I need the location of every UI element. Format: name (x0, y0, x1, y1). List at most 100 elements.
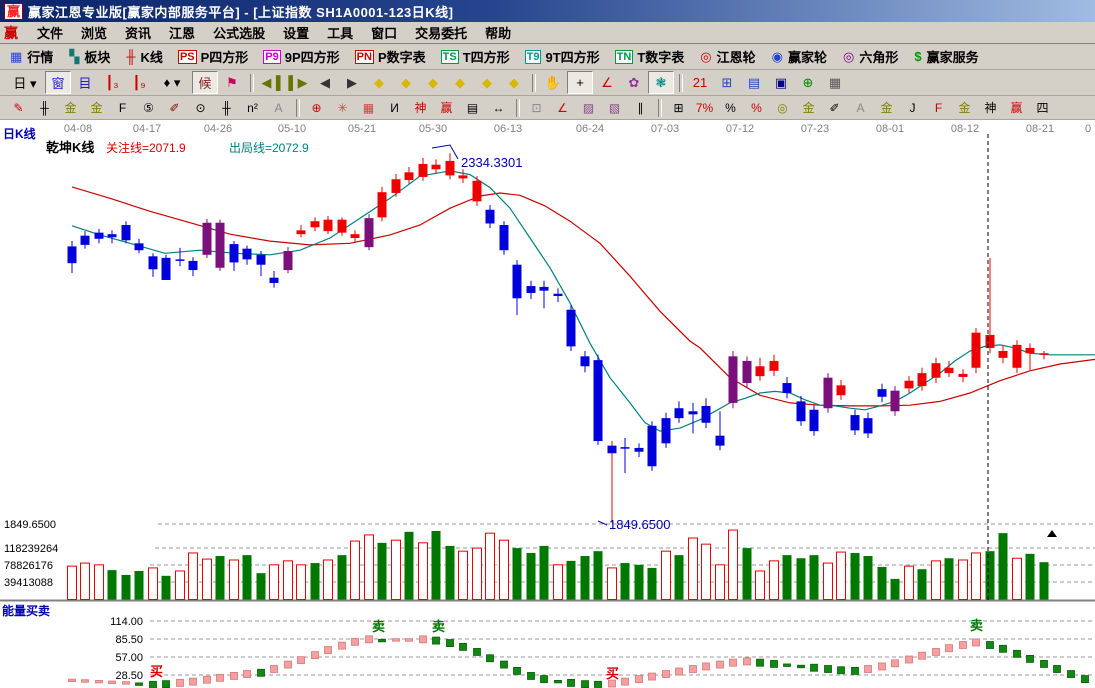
tool-fib-lines-icon[interactable]: F (118, 100, 127, 115)
tool-shen-angle-icon[interactable]: 神 (984, 101, 997, 115)
tool-diamond-expand-icon[interactable]: ◆ (509, 74, 519, 90)
tool-next-bar-icon[interactable]: ▶ (347, 74, 357, 90)
tool-parallel-lines-icon[interactable]: ∥ (637, 100, 644, 115)
tool-petal-tool-icon[interactable]: ✿ (628, 74, 640, 90)
tool-four-angle-icon[interactable]: 四 (1036, 101, 1049, 115)
tool-info-panel-icon[interactable]: 目 (78, 76, 92, 91)
kline-label: K线 (140, 50, 163, 65)
tool-chart-3-icon[interactable]: ┃₃ (105, 74, 119, 90)
tool-zigzag-icon[interactable]: И (390, 100, 399, 115)
tool-diamond-star-icon[interactable]: ◆ (482, 74, 492, 90)
tool-shen-lines-icon[interactable]: 神 (414, 101, 427, 115)
tool-period-day-dropdown-icon[interactable]: 日 ▾ (13, 76, 37, 91)
menu-item-交易委托[interactable]: 交易委托 (415, 26, 468, 41)
tool-gold-circle-icon[interactable]: ◎ (777, 100, 788, 115)
kline-chart[interactable]: 04-08 04-17 04-26 05-10 05-21 05-30 06-13 06-24… (0, 121, 1095, 688)
toolbar-button-winner-wheel[interactable]: ◉ 赢家轮 (768, 45, 830, 68)
tool-chart-9-icon[interactable]: ┃₉ (132, 74, 146, 90)
tool-gold-angle-icon[interactable]: 金 (802, 101, 815, 115)
tool-calendar-icon[interactable]: 21 (692, 75, 708, 90)
tool-diamond-h-icon[interactable]: ◆ (428, 74, 438, 90)
tool-diamond-left-icon[interactable]: ◆ (374, 74, 384, 90)
tool-prev-bar-icon[interactable]: ◀ (320, 74, 330, 90)
tool-f-angle-icon[interactable]: F (934, 100, 943, 115)
tool-gann-compass-icon[interactable]: ⊕ (311, 100, 322, 115)
tool-percent-icon[interactable]: % (725, 100, 736, 115)
tool-hatch-box-icon[interactable]: ▨ (582, 100, 595, 115)
tool-star-rays-icon[interactable]: ✳ (337, 100, 348, 115)
tool-world-clock-icon[interactable]: ⊕ (802, 74, 814, 90)
tool-hatch-box-2-icon[interactable]: ▧ (608, 100, 621, 115)
sectors-label: 板块 (84, 50, 111, 65)
tool-save-icon[interactable]: ▣ (774, 74, 788, 90)
tool-last-bar-icon[interactable]: ▌▶ (288, 74, 308, 90)
tool-gold-angle-2-icon[interactable]: 金 (880, 101, 893, 115)
tool-gold-lines-1-icon[interactable]: 金 (64, 101, 77, 115)
toolbar-button-sectors[interactable]: ▚ 板块 (65, 45, 113, 68)
candle-body (283, 250, 293, 271)
tool-win-lines-icon[interactable]: 赢 (440, 101, 453, 115)
tool-grid-calc-icon[interactable]: ⊞ (673, 100, 684, 115)
menu-item-江恩[interactable]: 江恩 (169, 26, 196, 41)
tool-j-angle-icon[interactable]: J (909, 100, 916, 115)
toolbar-button-winner-service[interactable]: $ 赢家服务 (910, 45, 981, 68)
menu-item-帮助[interactable]: 帮助 (485, 26, 512, 41)
tool-square-numbers-icon[interactable]: n² (247, 100, 258, 115)
toolbar-button-p-number-table[interactable]: PN P数字表 (352, 45, 429, 68)
menu-item-资讯[interactable]: 资讯 (125, 26, 152, 41)
tool-percent-red-icon[interactable]: % (751, 100, 762, 115)
tool-gold-lines-2-icon[interactable]: 金 (90, 101, 103, 115)
tool-h-measure-icon[interactable]: ↔ (492, 100, 505, 115)
tool-diamond-right-icon[interactable]: ◆ (401, 74, 411, 90)
tool-qiankun-kline-icon[interactable]: 候 (192, 71, 218, 94)
tool-pan-hand-icon[interactable]: ✋ (544, 74, 562, 90)
menu-item-公式选股[interactable]: 公式选股 (213, 26, 266, 41)
volume-bar (80, 562, 90, 601)
toolbar-button-quotes[interactable]: ▦ 行情 (6, 45, 56, 68)
tool-grid-lines-icon[interactable]: ╫ (40, 100, 49, 115)
toolbar-button-9t-square[interactable]: T9 9T四方形 (522, 45, 603, 68)
candle-body (796, 401, 806, 422)
indicator-bar (864, 665, 872, 673)
tool-ruler-grid-icon[interactable]: ▤ (466, 100, 479, 115)
volume-bar (229, 559, 239, 601)
tool-diamond-cross-icon[interactable]: ◆ (455, 74, 465, 90)
tool-angle-measure-icon[interactable]: ∠ (601, 74, 613, 90)
tool-draw-pen-2-icon[interactable]: ✐ (169, 100, 180, 115)
tool-cycle-circle-icon[interactable]: ⊙ (195, 100, 206, 115)
tool-notes-icon[interactable]: ▤ (747, 74, 761, 90)
menu-item-工具[interactable]: 工具 (327, 26, 354, 41)
toolbar-button-p-square[interactable]: PS P四方形 (175, 45, 251, 68)
toolbar-button-gann-wheel[interactable]: ◎ 江恩轮 (696, 45, 758, 68)
tool-red-grid-icon[interactable]: ▦ (362, 100, 375, 115)
toolbar-button-kline[interactable]: ╫ K线 (122, 45, 166, 68)
menu-item-设置[interactable]: 设置 (283, 26, 310, 41)
tool-crosshair-icon[interactable]: + (567, 71, 593, 94)
toolbar-button-hexagon[interactable]: ◎ 六角形 (839, 45, 901, 68)
toolbar-button-9p-square[interactable]: P9 9P四方形 (260, 45, 342, 68)
tool-calculator-icon[interactable]: ⊞ (721, 74, 733, 90)
tool-pen-angle-icon[interactable]: ✐ (829, 100, 840, 115)
tool-percent-7-icon[interactable]: 7% (695, 100, 714, 115)
menu-item-文件[interactable]: 文件 (37, 26, 64, 41)
tool-angle-fan-icon[interactable]: A (274, 100, 283, 115)
winner-wheel-icon: ◉ (771, 48, 783, 64)
toolbar-button-t-number-table[interactable]: TN T数字表 (612, 45, 688, 68)
tool-draw-pen-icon[interactable]: ✎ (13, 100, 24, 115)
tool-flag-chart-icon[interactable]: ⚑ (226, 74, 238, 90)
tool-five-lines-icon[interactable]: ⑤ (143, 100, 154, 115)
menu-item-浏览[interactable]: 浏览 (81, 26, 108, 41)
tool-win-angle-icon[interactable]: 赢 (1010, 101, 1023, 115)
toolbar-button-t-square[interactable]: TS T四方形 (438, 45, 513, 68)
tool-candle-style-dropdown-icon[interactable]: ♦ ▾ (163, 74, 181, 90)
tool-window-mode-icon[interactable]: 窗 (45, 71, 71, 94)
tool-print-icon[interactable]: ▦ (828, 74, 842, 90)
tool-gold-angle-3-icon[interactable]: 金 (958, 101, 971, 115)
tool-first-bar-icon[interactable]: ◀▐ (261, 74, 281, 90)
tool-a-angle-icon[interactable]: A (856, 100, 865, 115)
tool-fan-lines-icon[interactable]: ∠ (557, 100, 568, 115)
tool-box-tool-icon[interactable]: ⊡ (531, 100, 542, 115)
tool-hash-lines-icon[interactable]: ╫ (222, 100, 231, 115)
menu-item-窗口[interactable]: 窗口 (371, 26, 398, 41)
tool-web-tool-icon[interactable]: ❃ (648, 71, 674, 94)
